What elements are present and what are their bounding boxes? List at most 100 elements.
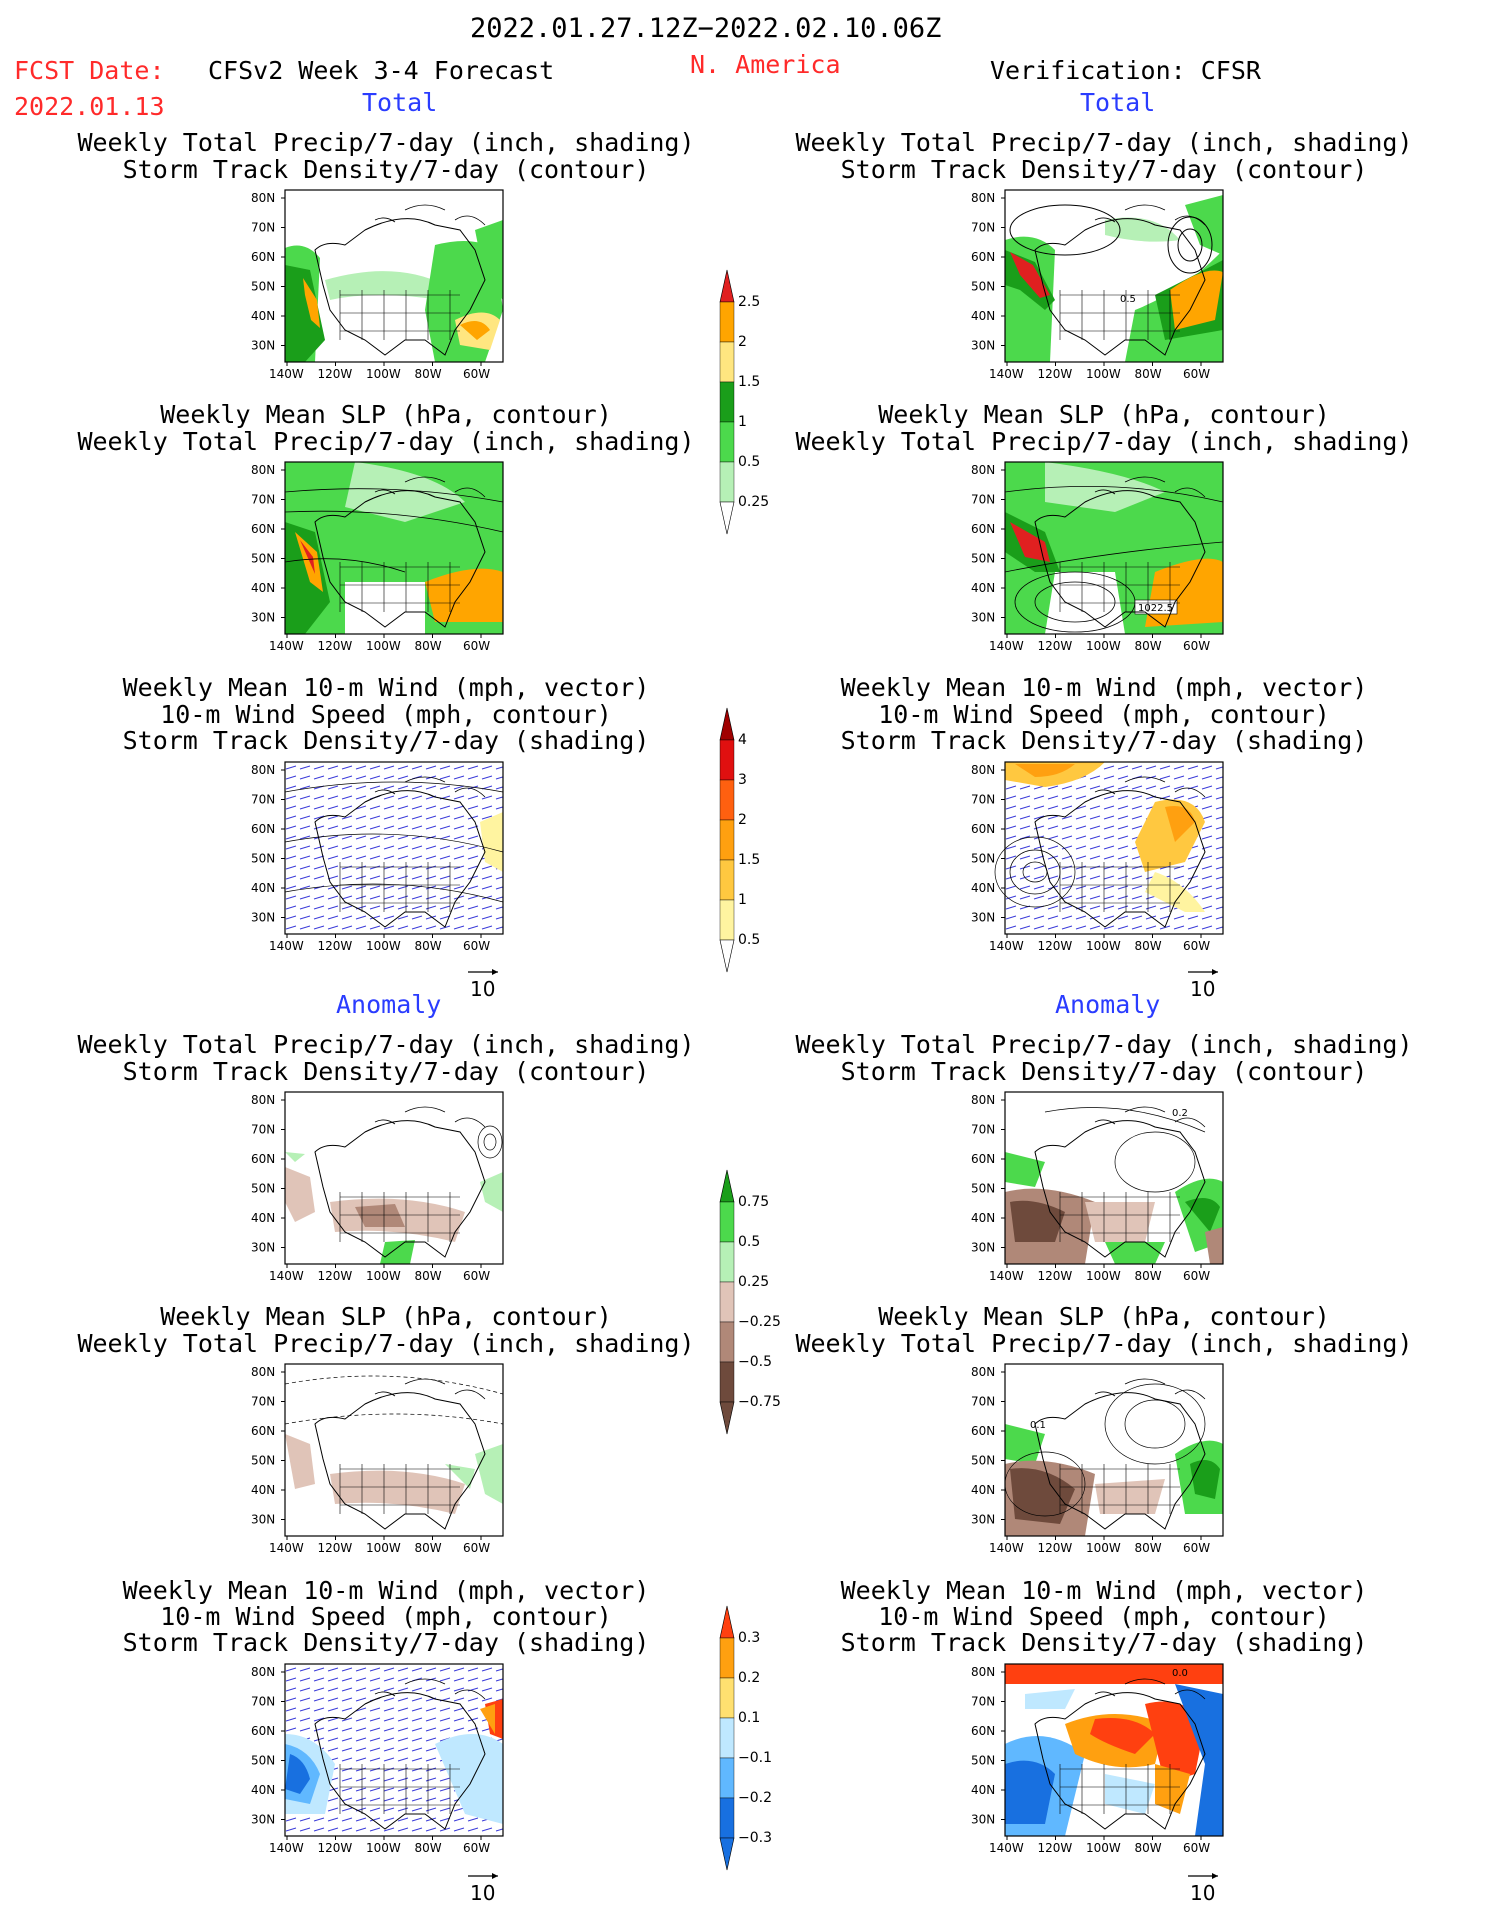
- lat-tick-label: 70N: [971, 1123, 995, 1137]
- lon-tick-label: 100W: [1086, 1541, 1121, 1555]
- colorbar-storm-anom: 0.3 0.2 0.1 −0.1 −0.2 −0.3: [719, 1605, 772, 1871]
- map-panel-r4: [1005, 1092, 1223, 1264]
- lat-tick-label: 80N: [251, 1093, 275, 1107]
- lat-tick-label: 60N: [251, 250, 275, 264]
- lat-tick-label: 60N: [971, 522, 995, 536]
- colorbar-label: 1: [738, 414, 747, 430]
- coastline: [314, 476, 486, 628]
- colorbar-label: −0.5: [738, 1354, 772, 1370]
- colorbar-label: 0.5: [738, 932, 760, 948]
- lat-tick-label: 70N: [251, 793, 275, 807]
- lat-tick-label: 80N: [251, 191, 275, 205]
- colorbar-storm-total: 4 3 2 1.5 1 0.5: [719, 707, 760, 973]
- panel-title-r2-a: Weekly Mean SLP (hPa, contour): [878, 400, 1330, 429]
- colorbar-label: −0.25: [738, 1314, 781, 1330]
- lon-tick-label: 140W: [989, 1541, 1024, 1555]
- colorbar-label: 0.5: [738, 454, 760, 470]
- panel-title-l5-b: Weekly Total Precip/7-day (inch, shading…: [77, 1329, 695, 1358]
- map-panel-r1: [1005, 190, 1223, 362]
- colorbar-label: 2.5: [738, 294, 760, 310]
- colorbar-swatch: [719, 1677, 735, 1719]
- lon-tick-label: 80W: [1135, 639, 1162, 653]
- coastline: [1034, 476, 1206, 628]
- lon-tick-label: 100W: [366, 367, 401, 381]
- colorbar-swatch: [719, 1321, 735, 1363]
- colorbar-label: −0.2: [738, 1790, 772, 1806]
- vector-scale-l3: 10: [470, 977, 495, 1001]
- map-panel-r6: [1005, 1664, 1223, 1836]
- lon-tick-label: 60W: [463, 639, 490, 653]
- lat-tick-label: 30N: [971, 611, 995, 625]
- lat-tick-label: 50N: [251, 852, 275, 866]
- panel-title-r5-b: Weekly Total Precip/7-day (inch, shading…: [795, 1329, 1413, 1358]
- lon-tick-label: 140W: [989, 367, 1024, 381]
- map-panel-r5: [1004, 1364, 1223, 1536]
- vector-scale-r3: 10: [1190, 977, 1215, 1001]
- colorbar-label: 0.75: [738, 1194, 769, 1210]
- colorbar-label: −0.75: [738, 1394, 781, 1410]
- lon-tick-label: 120W: [318, 939, 353, 953]
- coastline: [314, 204, 486, 356]
- colorbar-swatch: [719, 779, 735, 821]
- lat-tick-label: 80N: [251, 463, 275, 477]
- lat-tick-label: 70N: [251, 1695, 275, 1709]
- colorbar-swatch: [719, 739, 735, 781]
- map-panel-l2: [284, 462, 504, 634]
- lat-tick-label: 30N: [251, 911, 275, 925]
- colorbar-swatch: [719, 1797, 735, 1839]
- lat-tick-label: 40N: [251, 1211, 275, 1225]
- lat-tick-label: 60N: [971, 1724, 995, 1738]
- slp-label-r2: 1022.5: [1138, 603, 1173, 614]
- model-title: CFSv2 Week 3-4 Forecast: [208, 56, 555, 85]
- colorbar-label: 4: [738, 732, 747, 748]
- lat-tick-label: 50N: [251, 1454, 275, 1468]
- lon-tick-label: 80W: [415, 1841, 442, 1855]
- coastline: [1034, 1106, 1206, 1258]
- lon-tick-label: 60W: [1183, 639, 1210, 653]
- colorbar-swatch: [719, 341, 735, 383]
- lon-tick-label: 100W: [366, 639, 401, 653]
- lat-tick-label: 30N: [971, 911, 995, 925]
- colorbar-label: 0.3: [738, 1630, 760, 1646]
- colorbar-swatch: [719, 1757, 735, 1799]
- colorbar-swatch: [719, 1241, 735, 1283]
- lon-tick-label: 140W: [269, 1269, 304, 1283]
- lat-tick-label: 60N: [251, 1724, 275, 1738]
- lat-tick-label: 30N: [251, 611, 275, 625]
- lat-tick-label: 70N: [971, 1395, 995, 1409]
- lon-tick-label: 60W: [1183, 939, 1210, 953]
- section-total-left: Total: [362, 88, 438, 117]
- colorbar-label: 0.25: [738, 1274, 769, 1290]
- colorbar-swatch: [719, 899, 735, 941]
- panel-title-l1-a: Weekly Total Precip/7-day (inch, shading…: [77, 128, 695, 157]
- date-range-title: 2022.01.27.12Z−2022.02.10.06Z: [470, 13, 942, 44]
- lat-tick-label: 60N: [971, 1424, 995, 1438]
- vector-scale-l6: 10: [470, 1881, 495, 1905]
- colorbar-label: 0.5: [738, 1234, 760, 1250]
- lon-tick-label: 60W: [463, 1541, 490, 1555]
- region-title: N. America: [690, 50, 841, 79]
- lat-tick-label: 50N: [971, 552, 995, 566]
- panel-title-r3-a: Weekly Mean 10-m Wind (mph, vector): [840, 673, 1368, 702]
- lon-tick-label: 80W: [415, 939, 442, 953]
- panel-title-r3-c: Storm Track Density/7-day (shading): [840, 726, 1368, 755]
- vector-arrow-r6: [1188, 1873, 1218, 1879]
- lon-tick-label: 60W: [1183, 1541, 1210, 1555]
- lon-tick-label: 120W: [1038, 639, 1073, 653]
- storm-anom-label-r6: 0.0: [1172, 1668, 1188, 1679]
- lat-tick-label: 60N: [251, 522, 275, 536]
- panel-title-r2-b: Weekly Total Precip/7-day (inch, shading…: [795, 427, 1413, 456]
- map-panel-l1: [285, 190, 503, 362]
- coastline: [314, 1678, 486, 1830]
- fcst-date-value: 2022.01.13: [14, 92, 165, 121]
- lon-tick-label: 120W: [318, 1541, 353, 1555]
- lon-tick-label: 120W: [1038, 1841, 1073, 1855]
- colorbar-swatch: [719, 1637, 735, 1679]
- lon-tick-label: 60W: [463, 1841, 490, 1855]
- slp-anom-label-r5: 0.1: [1030, 1420, 1046, 1431]
- lat-tick-label: 30N: [971, 1513, 995, 1527]
- coastline: [314, 1378, 486, 1530]
- lon-tick-label: 100W: [1086, 1269, 1121, 1283]
- lon-tick-label: 100W: [1086, 367, 1121, 381]
